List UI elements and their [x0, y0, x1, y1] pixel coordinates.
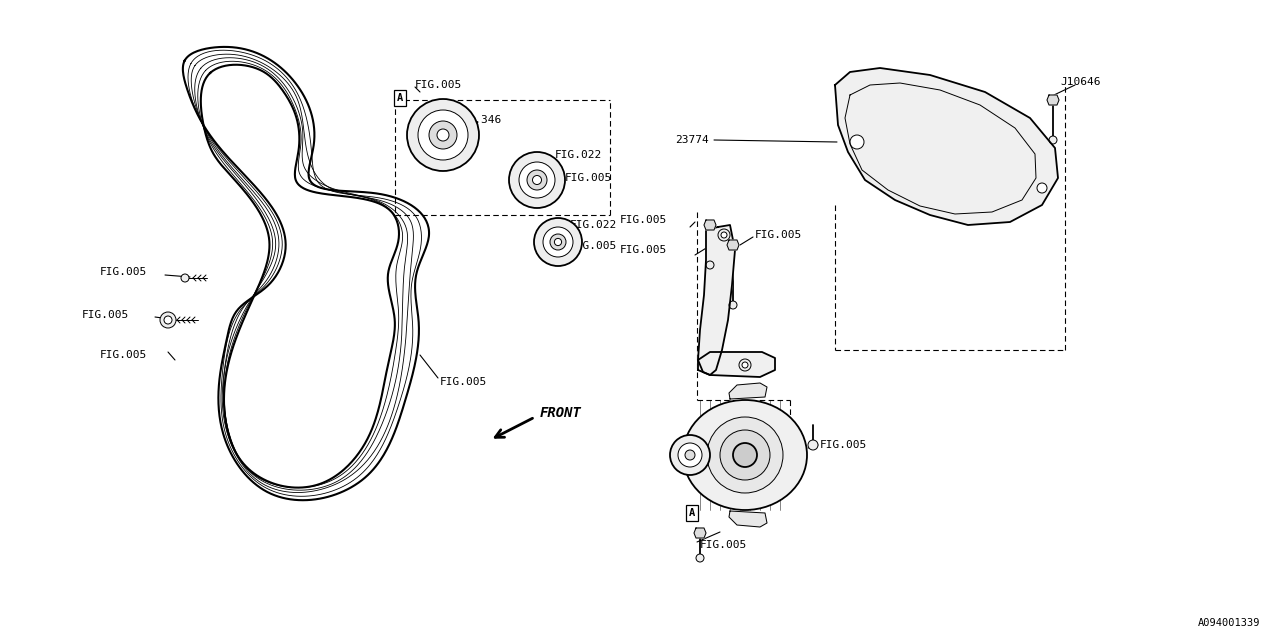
- Circle shape: [180, 274, 189, 282]
- Circle shape: [419, 110, 468, 160]
- Text: FIG.005: FIG.005: [620, 215, 667, 225]
- Text: A: A: [689, 508, 695, 518]
- Circle shape: [707, 261, 714, 269]
- Text: FIG.005: FIG.005: [620, 245, 667, 255]
- Polygon shape: [730, 511, 767, 527]
- Circle shape: [685, 450, 695, 460]
- Text: FIG.005: FIG.005: [100, 267, 147, 277]
- Text: FIG.022: FIG.022: [570, 220, 617, 230]
- Circle shape: [669, 435, 710, 475]
- Polygon shape: [694, 528, 707, 538]
- Circle shape: [745, 387, 755, 397]
- Circle shape: [160, 312, 177, 328]
- Circle shape: [745, 513, 755, 523]
- Circle shape: [407, 99, 479, 171]
- Polygon shape: [727, 240, 739, 250]
- Circle shape: [554, 239, 562, 246]
- Text: FIG.005: FIG.005: [415, 80, 462, 90]
- Circle shape: [1050, 136, 1057, 144]
- Circle shape: [696, 554, 704, 562]
- Circle shape: [739, 359, 751, 371]
- Text: J10646: J10646: [1060, 77, 1101, 87]
- Circle shape: [518, 162, 556, 198]
- Circle shape: [850, 135, 864, 149]
- Circle shape: [721, 232, 727, 238]
- Circle shape: [730, 301, 737, 309]
- Text: FIG.005: FIG.005: [564, 173, 612, 183]
- Text: FIG.005: FIG.005: [755, 230, 803, 240]
- Circle shape: [742, 362, 748, 368]
- Circle shape: [509, 152, 564, 208]
- Circle shape: [164, 316, 172, 324]
- Polygon shape: [698, 225, 735, 375]
- Text: FIG.005: FIG.005: [820, 440, 868, 450]
- Ellipse shape: [684, 400, 806, 510]
- Circle shape: [678, 443, 701, 467]
- Polygon shape: [698, 352, 774, 377]
- Text: FIG.022: FIG.022: [556, 150, 603, 160]
- Circle shape: [733, 443, 756, 467]
- Circle shape: [429, 121, 457, 149]
- Text: FIG.005: FIG.005: [100, 350, 147, 360]
- Text: A: A: [397, 93, 403, 103]
- Text: 23774: 23774: [675, 135, 709, 145]
- Circle shape: [543, 227, 573, 257]
- Circle shape: [707, 417, 783, 493]
- Text: FIG.005: FIG.005: [700, 540, 748, 550]
- Polygon shape: [730, 383, 767, 399]
- Text: FIG.346: FIG.346: [454, 115, 502, 125]
- Text: FIG.005: FIG.005: [82, 310, 129, 320]
- Circle shape: [1037, 183, 1047, 193]
- Text: FIG.005: FIG.005: [570, 241, 617, 251]
- Polygon shape: [835, 68, 1059, 225]
- Polygon shape: [704, 220, 716, 230]
- Text: FRONT: FRONT: [540, 406, 582, 420]
- Circle shape: [532, 175, 541, 184]
- Text: A094001339: A094001339: [1198, 618, 1260, 628]
- Text: FIG.005: FIG.005: [440, 377, 488, 387]
- Circle shape: [436, 129, 449, 141]
- Circle shape: [534, 218, 582, 266]
- Circle shape: [527, 170, 547, 190]
- Polygon shape: [1047, 95, 1059, 105]
- Circle shape: [721, 430, 771, 480]
- Circle shape: [718, 229, 730, 241]
- Circle shape: [550, 234, 566, 250]
- Circle shape: [808, 440, 818, 450]
